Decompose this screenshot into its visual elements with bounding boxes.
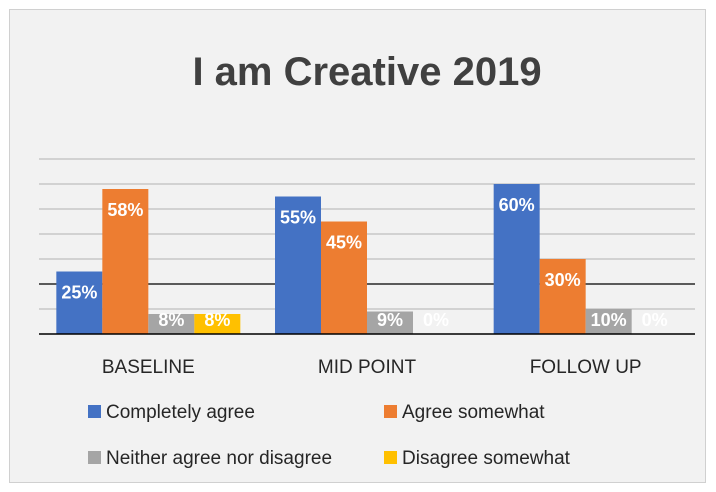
legend-swatch-completely-agree xyxy=(88,405,101,418)
data-label: 8% xyxy=(204,310,230,330)
legend: Completely agree Agree somewhat Neither ag… xyxy=(82,393,658,480)
data-label: 60% xyxy=(499,195,535,215)
data-label: 9% xyxy=(377,310,403,330)
data-label: 10% xyxy=(591,310,627,330)
legend-label: Completely agree xyxy=(106,402,255,423)
legend-swatch-neither-agree-nor-disagree xyxy=(88,451,101,464)
legend-label: Disagree somewhat xyxy=(402,448,571,469)
bar-neither-agree-nor-disagree-follow-up xyxy=(585,309,632,334)
data-label: 58% xyxy=(107,200,143,220)
bar-agree-somewhat-mid-point xyxy=(321,221,367,334)
bar-completely-agree-baseline xyxy=(56,271,103,334)
bar-neither-agree-nor-disagree-baseline xyxy=(148,314,195,334)
bar-agree-somewhat-follow-up xyxy=(539,259,586,334)
bar-chart: I am Creative 2019 25% 58% 8% 8% 55% 45% 9% 0% 6… xyxy=(39,50,695,480)
data-labels: 25% 58% 8% 8% 55% 45% 9% 0% 60% 30% 10% 0% xyxy=(61,195,667,330)
x-tick-label: MID POINT xyxy=(318,357,417,378)
bar-disagree-somewhat-baseline xyxy=(194,314,241,334)
x-axis: BASELINE MID POINT FOLLOW UP xyxy=(39,333,695,378)
data-label: 25% xyxy=(61,283,97,303)
bar-completely-agree-mid-point xyxy=(275,196,321,334)
chart-title: I am Creative 2019 xyxy=(192,50,541,94)
data-label: 55% xyxy=(280,208,316,228)
legend-box xyxy=(82,393,658,480)
x-tick-label: BASELINE xyxy=(102,357,195,378)
bar-completely-agree-follow-up xyxy=(493,184,540,334)
legend-label: Agree somewhat xyxy=(402,402,545,423)
chart-area: I am Creative 2019 25% 58% 8% 8% 55% 45% 9% 0% 6… xyxy=(9,9,706,483)
data-label: 45% xyxy=(326,233,362,253)
bars xyxy=(56,184,632,334)
legend-swatch-agree-somewhat xyxy=(384,405,397,418)
data-label: 30% xyxy=(545,270,581,290)
data-label: 0% xyxy=(423,310,449,330)
x-tick-label: FOLLOW UP xyxy=(530,357,642,378)
bar-neither-agree-nor-disagree-mid-point xyxy=(367,311,413,334)
legend-swatch-disagree-somewhat xyxy=(384,451,397,464)
data-label: 8% xyxy=(158,310,184,330)
data-label: 0% xyxy=(642,310,668,330)
bar-agree-somewhat-baseline xyxy=(102,189,149,334)
legend-label: Neither agree nor disagree xyxy=(106,448,332,469)
